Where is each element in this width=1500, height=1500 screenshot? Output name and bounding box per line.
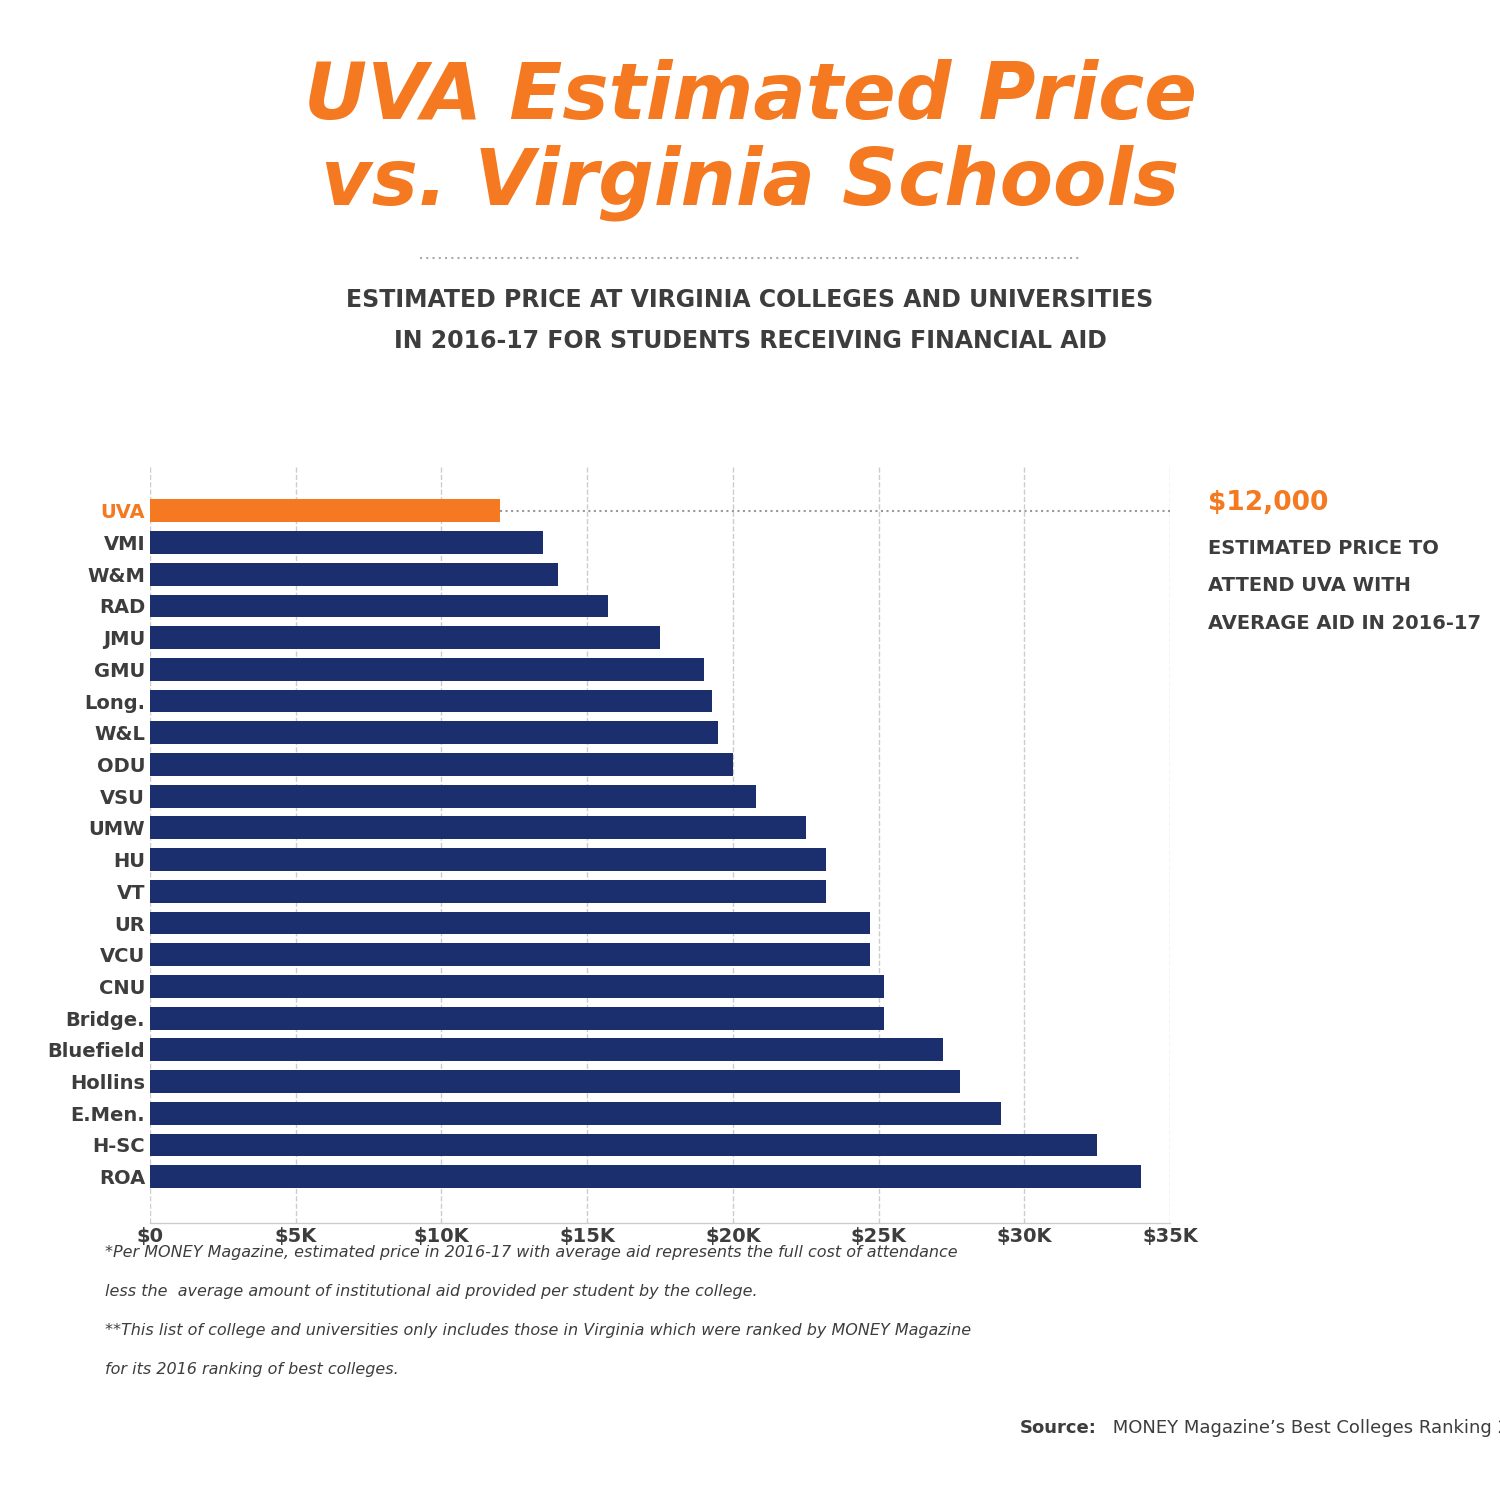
Bar <box>150 880 827 903</box>
Bar <box>150 690 712 712</box>
Text: ESTIMATED PRICE TO: ESTIMATED PRICE TO <box>1208 538 1438 558</box>
Bar <box>150 1166 1142 1188</box>
Bar <box>150 1007 885 1029</box>
Text: $12,000: $12,000 <box>1208 490 1328 516</box>
Bar <box>150 531 543 554</box>
Bar <box>150 594 608 618</box>
Text: MONEY Magazine’s Best Colleges Ranking 2016: MONEY Magazine’s Best Colleges Ranking 2… <box>1107 1419 1500 1437</box>
Bar <box>150 847 827 871</box>
Text: for its 2016 ranking of best colleges.: for its 2016 ranking of best colleges. <box>105 1362 399 1377</box>
Bar <box>150 816 806 840</box>
Text: *Per MONEY Magazine, estimated price in 2016-17 with average aid represents the : *Per MONEY Magazine, estimated price in … <box>105 1245 957 1260</box>
Text: AVERAGE AID IN 2016-17: AVERAGE AID IN 2016-17 <box>1208 614 1480 633</box>
Bar <box>150 627 660 650</box>
Text: less the  average amount of institutional aid provided per student by the colleg: less the average amount of institutional… <box>105 1284 758 1299</box>
Bar <box>150 1102 1001 1125</box>
Bar <box>150 912 870 934</box>
Text: IN 2016-17 FOR STUDENTS RECEIVING FINANCIAL AID: IN 2016-17 FOR STUDENTS RECEIVING FINANC… <box>393 328 1107 352</box>
Bar <box>150 500 500 522</box>
Text: UVA Estimated Price: UVA Estimated Price <box>303 60 1197 135</box>
Text: Source:: Source: <box>1020 1419 1096 1437</box>
Text: vs. Virginia Schools: vs. Virginia Schools <box>321 146 1179 222</box>
Text: ATTEND UVA WITH: ATTEND UVA WITH <box>1208 576 1410 596</box>
Bar <box>150 1038 942 1060</box>
Bar <box>150 784 756 807</box>
Text: ESTIMATED PRICE AT VIRGINIA COLLEGES AND UNIVERSITIES: ESTIMATED PRICE AT VIRGINIA COLLEGES AND… <box>346 288 1154 312</box>
Bar <box>150 975 885 998</box>
Bar <box>150 1134 1096 1156</box>
Bar <box>150 753 734 776</box>
Bar <box>150 722 718 744</box>
Text: **This list of college and universities only includes those in Virginia which we: **This list of college and universities … <box>105 1323 970 1338</box>
Bar <box>150 658 704 681</box>
Bar <box>150 944 870 966</box>
Bar <box>150 562 558 585</box>
Bar <box>150 1070 960 1094</box>
